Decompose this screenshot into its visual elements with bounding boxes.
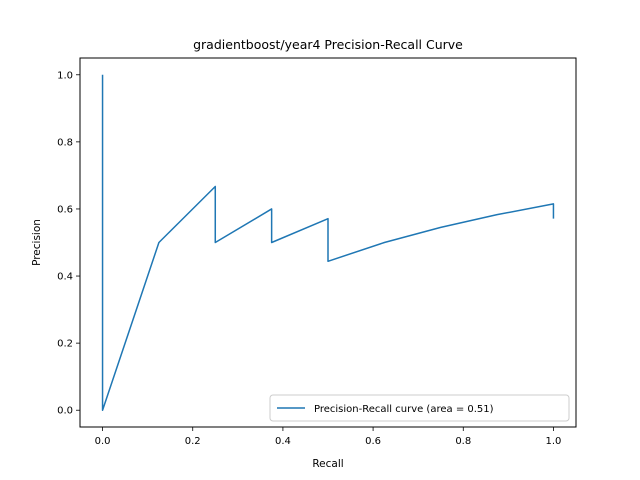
plot-area-frame <box>79 57 577 428</box>
legend-label: Precision-Recall curve (area = 0.51) <box>314 404 494 415</box>
x-tick-label: 0.8 <box>455 436 471 447</box>
legend-box <box>269 394 570 422</box>
pr-curve-line <box>101 74 555 411</box>
x-tick-label: 0.4 <box>275 436 291 447</box>
chart-title: gradientboost/year4 Precision-Recall Cur… <box>193 37 463 52</box>
series-layer <box>101 74 555 411</box>
x-tick-label: 0.2 <box>185 436 201 447</box>
y-axis-ticks: 0.0 0.2 0.4 0.6 0.8 1.0 <box>57 70 80 417</box>
legend: Precision-Recall curve (area = 0.51) <box>269 394 570 422</box>
y-tick-label: 0.0 <box>57 406 73 417</box>
y-tick-label: 0.6 <box>57 204 73 215</box>
x-tick-label: 0.6 <box>365 436 381 447</box>
x-tick-label: 0.0 <box>95 436 111 447</box>
y-tick-label: 1.0 <box>57 70 73 81</box>
y-axis-label: Precision <box>31 219 43 266</box>
y-tick-label: 0.2 <box>57 339 73 350</box>
x-tick-label: 1.0 <box>546 436 562 447</box>
y-tick-label: 0.8 <box>57 137 73 148</box>
y-tick-label: 0.4 <box>57 272 73 283</box>
x-axis-ticks: 0.0 0.2 0.4 0.6 0.8 1.0 <box>95 427 562 447</box>
x-axis-label: Recall <box>312 458 343 470</box>
